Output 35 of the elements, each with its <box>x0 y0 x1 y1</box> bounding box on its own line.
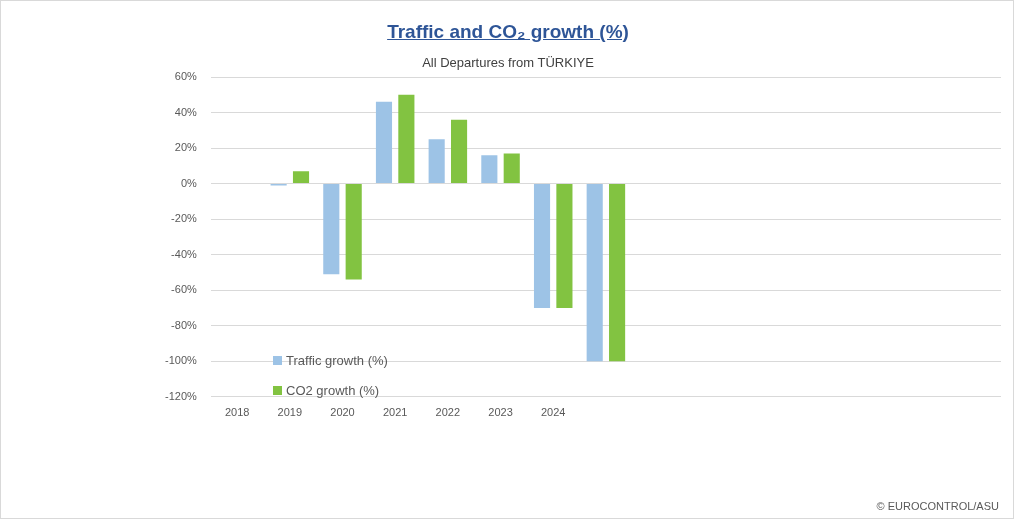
y-tick-label: -120% <box>165 389 198 402</box>
bar <box>375 101 393 184</box>
bar <box>586 184 603 362</box>
bar <box>398 94 415 184</box>
chart-title: Traffic and CO₂ growth (%) <box>386 21 630 43</box>
bar <box>323 184 340 275</box>
bar <box>481 155 498 184</box>
x-tick-label: 2018 <box>224 406 250 419</box>
bar <box>533 184 551 308</box>
y-tick-label: 40% <box>174 105 197 118</box>
x-tick-label: 2021 <box>382 406 408 419</box>
y-tick-label: 0% <box>180 176 198 189</box>
y-tick-label: -60% <box>171 283 198 296</box>
y-tick-label: -100% <box>165 354 198 367</box>
y-tick-label: 60% <box>174 70 197 83</box>
y-tick-label: -20% <box>171 212 198 225</box>
bar <box>428 139 445 184</box>
bar <box>503 153 520 184</box>
x-tick-label: 2022 <box>435 406 461 419</box>
y-tick-label: -80% <box>171 318 198 331</box>
bar <box>292 171 310 184</box>
y-tick-label: 20% <box>174 141 197 154</box>
legend-label: CO2 growth (%) <box>286 382 380 398</box>
chart-subtitle: All Departures from TÜRKIYE <box>421 55 595 70</box>
x-tick-label: 2020 <box>330 406 355 419</box>
bar <box>609 184 626 362</box>
y-tick-label: -40% <box>171 247 198 260</box>
legend-label: Traffic growth (%) <box>286 352 388 368</box>
text: © EUROCONTROL/ASU <box>876 500 999 512</box>
bar <box>345 184 362 280</box>
x-tick-label: 2024 <box>540 406 566 419</box>
x-tick-label: 2019 <box>277 406 303 419</box>
x-tick-label: 2023 <box>488 406 513 419</box>
bar <box>450 119 468 184</box>
bar <box>556 184 573 308</box>
